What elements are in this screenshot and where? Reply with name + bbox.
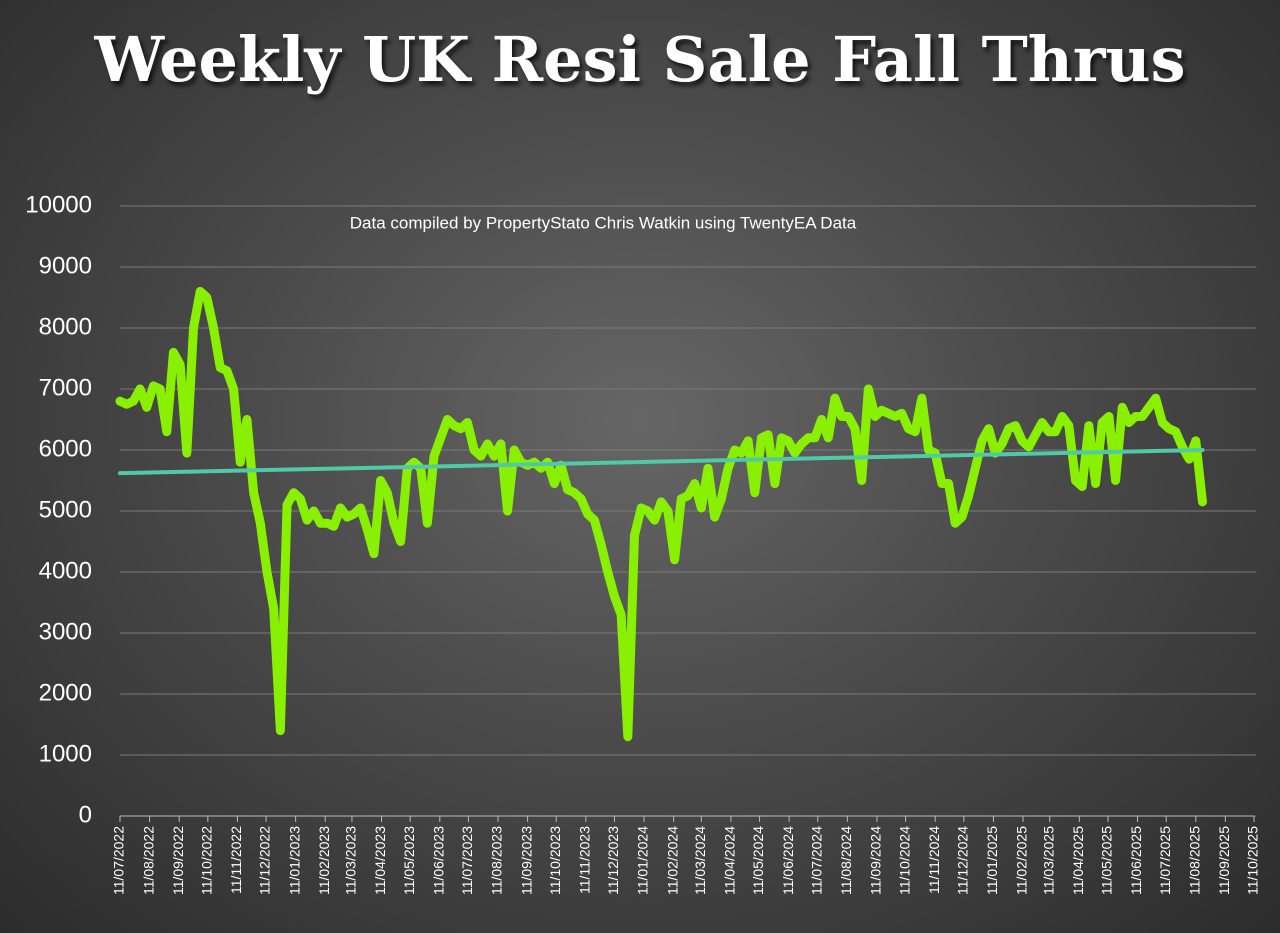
y-tick-label: 8000 xyxy=(39,313,92,340)
x-tick-label: 11/09/2023 xyxy=(518,826,534,895)
x-tick-label: 11/12/2023 xyxy=(605,826,621,895)
x-tick-label: 11/02/2025 xyxy=(1014,826,1030,895)
x-tick-label: 11/06/2023 xyxy=(430,826,446,895)
x-tick-label: 11/09/2024 xyxy=(868,826,884,895)
x-tick-label: 11/11/2023 xyxy=(577,826,593,894)
x-tick-label: 11/03/2025 xyxy=(1040,826,1056,895)
x-tick-label: 11/09/2025 xyxy=(1216,826,1232,895)
x-tick-label: 11/04/2023 xyxy=(372,826,388,895)
x-tick-label: 11/02/2023 xyxy=(316,826,332,895)
y-tick-label: 2000 xyxy=(39,679,92,706)
x-tick-label: 11/01/2024 xyxy=(635,826,651,895)
x-tick-label: 11/04/2025 xyxy=(1070,826,1086,895)
x-tick-label: 11/07/2022 xyxy=(111,826,127,895)
x-tick-label: 11/05/2024 xyxy=(750,826,766,895)
x-tick-label: 11/07/2023 xyxy=(459,826,475,895)
y-tick-label: 4000 xyxy=(39,557,92,584)
x-tick-label: 11/10/2022 xyxy=(199,826,215,895)
y-tick-label: 9000 xyxy=(39,252,92,279)
x-tick-label: 11/03/2024 xyxy=(692,826,708,895)
y-tick-label: 1000 xyxy=(39,740,92,767)
y-tick-label: 5000 xyxy=(39,496,92,523)
x-tick-label: 11/08/2023 xyxy=(489,826,505,895)
data-line xyxy=(115,286,1207,742)
y-tick-label: 3000 xyxy=(39,618,92,645)
x-tick-label: 11/04/2024 xyxy=(722,826,738,895)
x-tick-label: 11/08/2022 xyxy=(140,826,156,895)
x-tick-label: 11/01/2023 xyxy=(286,826,302,895)
y-tick-label: 6000 xyxy=(39,435,92,462)
x-tick-label: 11/08/2024 xyxy=(838,826,854,895)
x-tick-label: 11/11/2024 xyxy=(926,826,942,894)
x-tick-label: 11/10/2024 xyxy=(896,826,912,895)
chart-subtitle: Data compiled by PropertyStato Chris Wat… xyxy=(350,213,857,232)
x-tick-label: 11/06/2025 xyxy=(1128,826,1144,895)
x-tick-label: 11/12/2022 xyxy=(257,826,273,895)
x-tick-label: 11/05/2025 xyxy=(1099,826,1115,895)
x-tick-label: 11/02/2024 xyxy=(664,826,680,895)
x-tick-label: 11/07/2024 xyxy=(808,826,824,895)
chart-title: Weekly UK Resi Sale Fall Thrus xyxy=(94,23,1186,96)
trend-line xyxy=(118,448,1205,476)
x-tick-label: 11/10/2023 xyxy=(547,826,563,895)
x-tick-label: 11/05/2023 xyxy=(401,826,417,895)
y-tick-label: 7000 xyxy=(39,374,92,401)
x-tick-label: 11/10/2025 xyxy=(1245,826,1261,895)
y-tick-label: 10000 xyxy=(25,191,92,218)
x-tick-label: 11/12/2024 xyxy=(955,826,971,895)
x-tick-label: 11/03/2023 xyxy=(343,826,359,895)
x-tick-label: 11/08/2025 xyxy=(1186,826,1202,895)
x-tick-label: 11/09/2022 xyxy=(170,826,186,895)
x-tick-label: 11/11/2022 xyxy=(228,826,244,894)
y-tick-label: 0 xyxy=(79,801,92,828)
x-tick-label: 11/01/2025 xyxy=(984,826,1000,895)
x-tick-label: 11/07/2025 xyxy=(1157,826,1173,895)
x-tick-label: 11/06/2024 xyxy=(780,826,796,895)
